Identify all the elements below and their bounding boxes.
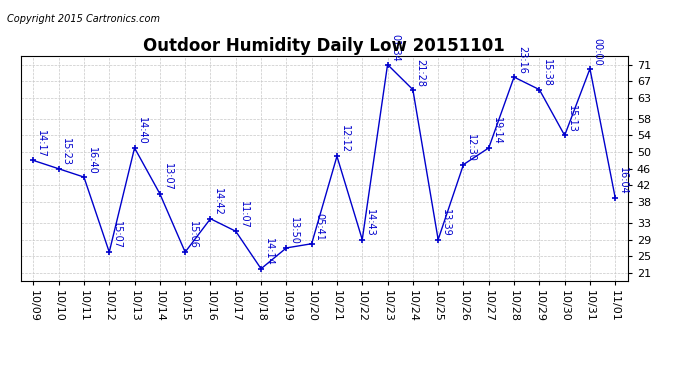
- Text: 19:14: 19:14: [491, 117, 502, 145]
- Text: 05:41: 05:41: [315, 213, 324, 241]
- Text: 12:12: 12:12: [339, 126, 350, 153]
- Text: 15:13: 15:13: [567, 105, 578, 133]
- Text: 21:28: 21:28: [415, 59, 426, 87]
- Text: 15:06: 15:06: [188, 221, 198, 249]
- Text: Humidity  (%): Humidity (%): [534, 37, 622, 47]
- Text: Copyright 2015 Cartronics.com: Copyright 2015 Cartronics.com: [7, 15, 160, 24]
- Text: 14:43: 14:43: [365, 209, 375, 237]
- Text: 12:30: 12:30: [466, 134, 476, 162]
- Text: 16:04: 16:04: [618, 167, 628, 195]
- Text: 15:07: 15:07: [112, 221, 122, 249]
- Text: 15:38: 15:38: [542, 59, 552, 87]
- Text: 11:07: 11:07: [239, 201, 248, 228]
- Text: 14:40: 14:40: [137, 117, 148, 145]
- Text: 14:17: 14:17: [36, 130, 46, 158]
- Text: 23:16: 23:16: [517, 46, 527, 74]
- Text: 13:39: 13:39: [441, 209, 451, 237]
- Text: 15:23: 15:23: [61, 138, 72, 166]
- Text: 14:14: 14:14: [264, 238, 274, 266]
- Text: 14:42: 14:42: [213, 188, 224, 216]
- Text: 13:50: 13:50: [289, 217, 299, 245]
- Text: 13:07: 13:07: [163, 163, 172, 191]
- Text: 01:34: 01:34: [391, 34, 400, 62]
- Text: 16:40: 16:40: [87, 147, 97, 174]
- Title: Outdoor Humidity Daily Low 20151101: Outdoor Humidity Daily Low 20151101: [144, 37, 505, 55]
- Text: 00:00: 00:00: [593, 38, 603, 66]
